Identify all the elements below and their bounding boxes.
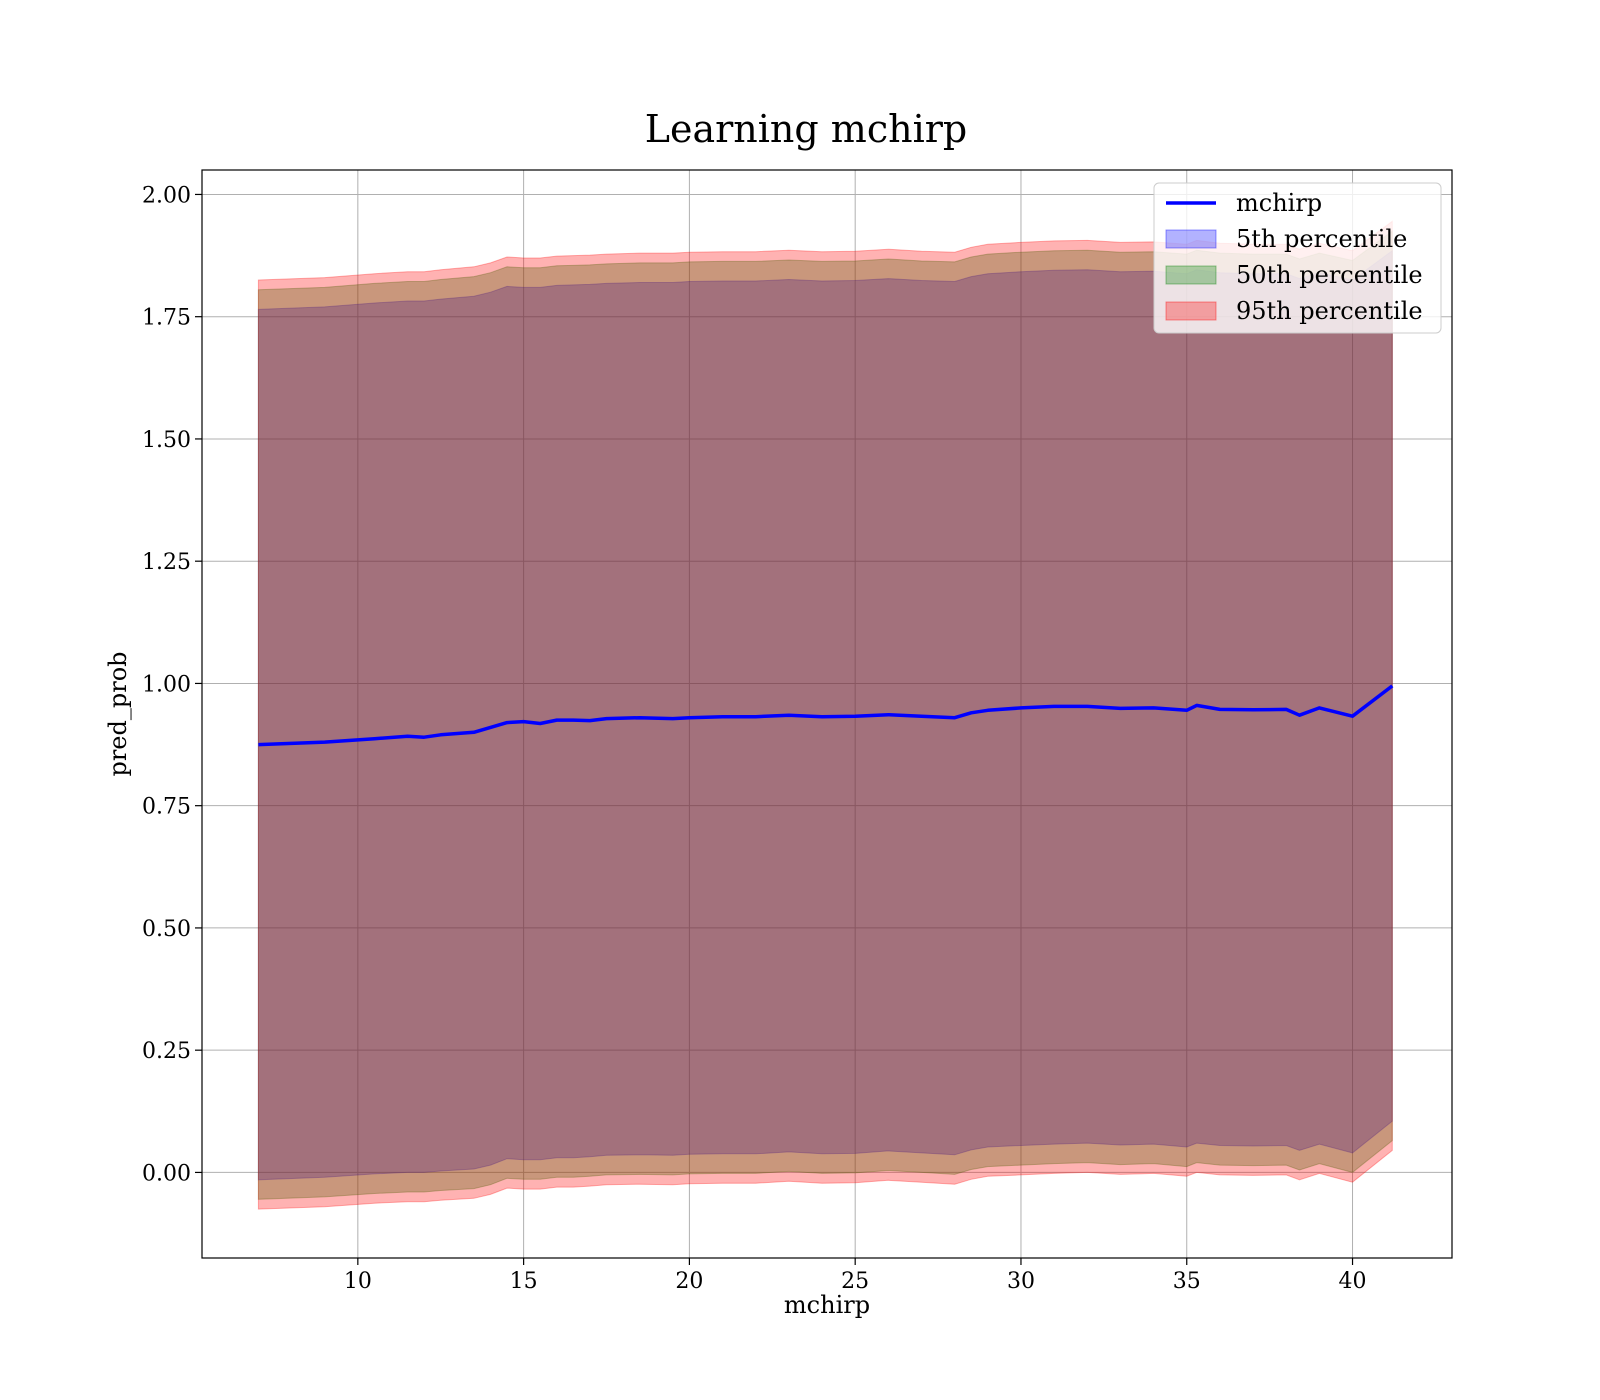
legend-swatch-band <box>1165 229 1217 249</box>
legend: mchirp 5th percentile 50th percentile 95th … <box>1153 182 1442 334</box>
y-tick-label: 1.25 <box>142 550 191 575</box>
x-axis-title: mchirp <box>784 1291 870 1319</box>
legend-label: 5th percentile <box>1236 225 1407 253</box>
x-tick-label: 20 <box>675 1269 703 1294</box>
chart-title: Learning mchirp <box>645 107 967 151</box>
grid <box>202 170 1452 1258</box>
x-tick-label: 30 <box>1007 1269 1035 1294</box>
legend-label: 50th percentile <box>1236 261 1423 289</box>
legend-box <box>1153 182 1442 334</box>
legend-label: mchirp <box>1236 189 1322 217</box>
x-tick-label: 10 <box>344 1269 372 1294</box>
line-mchirp <box>258 684 1394 747</box>
x-tick-label: 40 <box>1339 1269 1367 1294</box>
series-lines <box>258 684 1394 747</box>
y-tick-label: 0.75 <box>142 795 191 820</box>
y-tick-label: 1.00 <box>142 672 191 697</box>
y-tick-label: 1.50 <box>142 428 191 453</box>
y-axis-ticks: 0.00 0.25 0.50 0.75 1.00 1.25 1.50 1.75 2.00 <box>142 183 202 1186</box>
x-axis-ticks: 10 15 20 25 30 35 40 <box>344 1258 1367 1294</box>
x-tick-label: 25 <box>841 1269 869 1294</box>
x-tick-label: 15 <box>510 1269 538 1294</box>
legend-swatch-band <box>1165 301 1217 321</box>
y-tick-label: 1.75 <box>142 306 191 331</box>
y-tick-label: 2.00 <box>142 183 191 208</box>
legend-label: 95th percentile <box>1236 297 1423 325</box>
legend-swatch-band <box>1165 265 1217 285</box>
y-axis-title: pred_prob <box>104 651 132 776</box>
y-tick-label: 0.00 <box>142 1161 191 1186</box>
plot-frame <box>201 169 1453 1259</box>
y-tick-label: 0.25 <box>142 1039 191 1064</box>
x-tick-label: 35 <box>1173 1269 1201 1294</box>
y-tick-label: 0.50 <box>142 917 191 942</box>
